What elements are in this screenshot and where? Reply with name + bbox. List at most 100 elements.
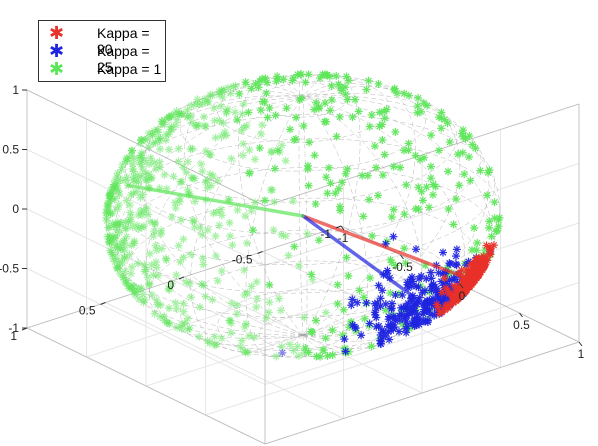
- point-kappa-1: [435, 146, 443, 155]
- point-kappa-1: [282, 104, 291, 113]
- point-kappa-1: [303, 165, 312, 174]
- point-kappa-1: [304, 70, 313, 79]
- point-kappa-1: [177, 215, 186, 224]
- point-kappa-1: [327, 95, 336, 104]
- point-kappa-1: [242, 319, 250, 328]
- point-kappa-25: [412, 321, 421, 330]
- point-kappa-1: [226, 328, 235, 337]
- point-kappa-1: [380, 114, 389, 123]
- legend: ✱ Kappa = 90 ✱ Kappa = 25 ✱ Kappa = 1: [38, 20, 166, 82]
- sphere-meridian: [298, 74, 304, 336]
- point-kappa-1: [494, 222, 503, 231]
- sphere-meridian: [302, 96, 501, 336]
- grid-line: [264, 163, 580, 266]
- z-tick-label: 0.5: [2, 143, 19, 157]
- point-kappa-1: [196, 223, 205, 232]
- point-kappa-1: [308, 275, 317, 284]
- point-kappa-1: [203, 176, 212, 185]
- point-kappa-1: [348, 113, 357, 122]
- point-kappa-25: [353, 298, 362, 307]
- point-kappa-25: [422, 274, 431, 283]
- point-kappa-1: [255, 144, 264, 152]
- point-kappa-1: [115, 228, 124, 237]
- point-kappa-90: [471, 268, 480, 276]
- point-kappa-1: [160, 116, 169, 124]
- point-kappa-1: [293, 342, 302, 351]
- point-kappa-1: [465, 132, 474, 140]
- point-kappa-25: [340, 335, 349, 344]
- point-kappa-1: [328, 351, 337, 359]
- z-tick-label: -0.5: [0, 262, 19, 276]
- point-kappa-25: [372, 304, 381, 313]
- point-kappa-1: [420, 153, 429, 162]
- point-kappa-1: [208, 91, 217, 100]
- point-kappa-1: [290, 242, 299, 251]
- point-kappa-1: [240, 266, 249, 275]
- point-kappa-1: [372, 163, 381, 172]
- point-kappa-1: [253, 294, 261, 303]
- point-kappa-1: [312, 316, 320, 325]
- point-kappa-1: [187, 101, 196, 110]
- point-kappa-1: [251, 155, 259, 164]
- point-kappa-1: [334, 80, 343, 89]
- point-kappa-1: [228, 241, 237, 249]
- point-kappa-1: [265, 298, 274, 307]
- point-kappa-1: [179, 235, 188, 244]
- point-kappa-1: [108, 219, 117, 228]
- point-kappa-25: [446, 259, 455, 268]
- point-kappa-1: [134, 259, 142, 268]
- point-kappa-1: [231, 82, 240, 90]
- point-kappa-1: [400, 244, 409, 253]
- point-kappa-1: [165, 304, 173, 313]
- point-kappa-1: [106, 246, 115, 255]
- x-tick-label: 0.5: [513, 318, 530, 332]
- point-kappa-1: [243, 288, 252, 297]
- y-tick-label: 0: [167, 278, 174, 292]
- point-kappa-1: [295, 261, 304, 270]
- point-kappa-1: [233, 205, 242, 214]
- point-kappa-1: [453, 150, 462, 159]
- point-kappa-1: [186, 145, 195, 153]
- point-kappa-1: [239, 99, 248, 108]
- point-kappa-1: [149, 232, 158, 240]
- point-kappa-1: [179, 299, 188, 308]
- point-kappa-1: [195, 303, 204, 312]
- point-kappa-1: [341, 83, 350, 92]
- point-kappa-1: [144, 210, 153, 219]
- point-kappa-1: [461, 134, 470, 143]
- point-kappa-1: [126, 283, 135, 292]
- point-kappa-1: [176, 177, 185, 186]
- point-kappa-1: [299, 121, 308, 130]
- point-kappa-1: [198, 167, 207, 176]
- point-kappa-1: [238, 151, 247, 160]
- point-kappa-1: [263, 113, 272, 122]
- point-kappa-1: [333, 280, 342, 289]
- point-kappa-1: [177, 320, 186, 329]
- point-kappa-1: [429, 190, 437, 199]
- point-kappa-1: [314, 103, 323, 111]
- point-kappa-1: [179, 253, 188, 262]
- point-kappa-1: [176, 258, 185, 266]
- point-kappa-1: [145, 280, 154, 289]
- point-kappa-1: [150, 158, 159, 167]
- point-kappa-1: [167, 125, 176, 134]
- point-kappa-25: [401, 304, 410, 312]
- legend-entry-kappa-1: ✱ Kappa = 1: [39, 60, 165, 78]
- point-kappa-1: [312, 352, 321, 361]
- point-kappa-1: [251, 198, 259, 207]
- point-kappa-1: [335, 112, 344, 121]
- point-kappa-1: [215, 221, 224, 230]
- point-kappa-25: [347, 301, 356, 310]
- point-kappa-1: [365, 122, 374, 131]
- point-kappa-1: [310, 151, 319, 160]
- point-kappa-1: [445, 138, 454, 146]
- point-kappa-1: [171, 110, 180, 119]
- point-kappa-1: [201, 146, 210, 155]
- point-kappa-1: [174, 157, 183, 166]
- sphere-parallel: [258, 314, 348, 350]
- point-kappa-1: [374, 191, 382, 200]
- point-kappa-1: [140, 260, 149, 269]
- x-tick: [459, 283, 464, 289]
- mean-line-kappa-25: [301, 214, 425, 305]
- point-kappa-1: [128, 223, 137, 232]
